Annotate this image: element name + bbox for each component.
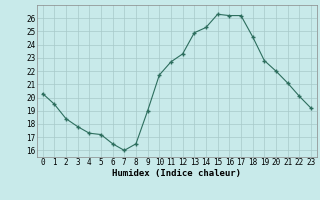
X-axis label: Humidex (Indice chaleur): Humidex (Indice chaleur) <box>112 169 241 178</box>
